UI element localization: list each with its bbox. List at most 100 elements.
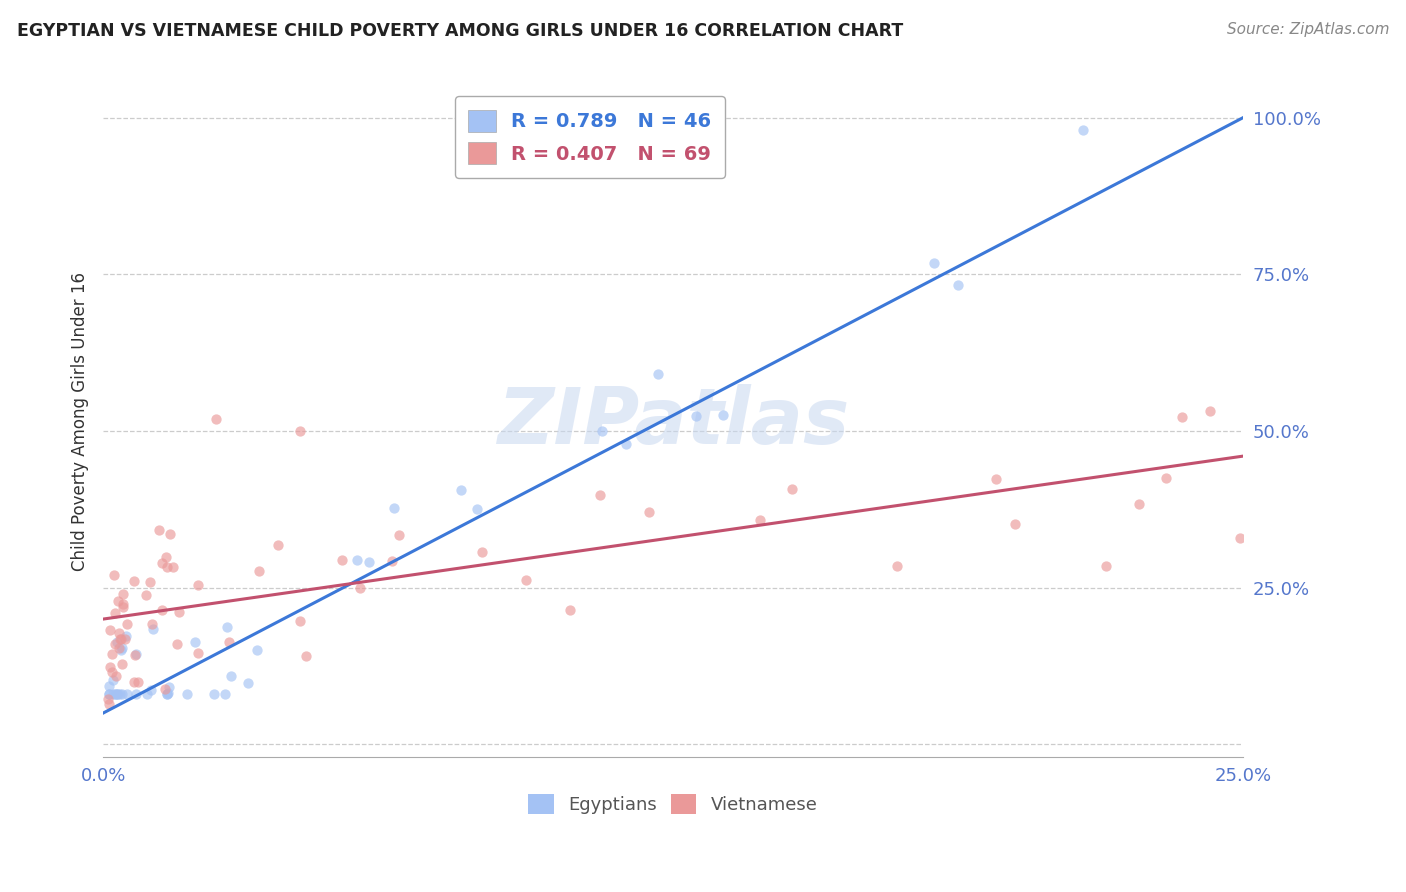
Point: [98, 623, 121, 637]
Point: [780, 482, 803, 496]
Point: [202, 687, 225, 701]
Point: [156, 560, 179, 574]
Point: [187, 646, 209, 660]
Point: [290, 424, 312, 438]
Point: [111, 600, 134, 615]
Point: [139, 682, 162, 697]
Point: [176, 687, 198, 701]
Point: [124, 647, 146, 661]
Point: [101, 673, 124, 687]
Point: [685, 409, 707, 424]
Point: [246, 643, 269, 657]
Point: [591, 424, 613, 438]
Point: [110, 642, 132, 657]
Point: [1229, 531, 1251, 545]
Point: [156, 687, 179, 701]
Point: [114, 632, 136, 647]
Point: [111, 597, 134, 611]
Point: [637, 505, 659, 519]
Point: [117, 617, 139, 632]
Point: [218, 635, 240, 649]
Point: [922, 256, 945, 270]
Y-axis label: Child Poverty Among Girls Under 16: Child Poverty Among Girls Under 16: [72, 272, 89, 571]
Point: [98, 680, 121, 694]
Point: [184, 635, 207, 649]
Point: [167, 605, 190, 619]
Point: [108, 632, 131, 647]
Point: [205, 411, 228, 425]
Point: [98, 687, 121, 701]
Point: [157, 681, 180, 695]
Point: [97, 697, 120, 711]
Point: [100, 647, 122, 661]
Point: [105, 687, 128, 701]
Point: [1198, 404, 1220, 418]
Point: [450, 483, 472, 498]
Point: [187, 577, 209, 591]
Point: [157, 686, 180, 700]
Point: [346, 552, 368, 566]
Point: [127, 675, 149, 690]
Point: [217, 619, 239, 633]
Point: [111, 687, 134, 701]
Point: [1073, 123, 1095, 137]
Point: [214, 687, 236, 701]
Text: ZIPatlas: ZIPatlas: [496, 384, 849, 459]
Point: [1004, 517, 1026, 532]
Point: [711, 408, 734, 422]
Point: [150, 603, 173, 617]
Legend: Egyptians, Vietnamese: Egyptians, Vietnamese: [522, 787, 825, 822]
Point: [105, 669, 128, 683]
Point: [107, 593, 129, 607]
Point: [101, 665, 124, 680]
Point: [1095, 558, 1118, 573]
Point: [104, 687, 127, 701]
Text: Source: ZipAtlas.com: Source: ZipAtlas.com: [1226, 22, 1389, 37]
Point: [124, 648, 146, 663]
Point: [148, 523, 170, 537]
Point: [388, 527, 411, 541]
Point: [330, 553, 353, 567]
Point: [107, 687, 129, 701]
Point: [295, 648, 318, 663]
Point: [111, 587, 134, 601]
Point: [110, 632, 132, 647]
Point: [1154, 471, 1177, 485]
Point: [749, 513, 772, 527]
Point: [97, 691, 120, 706]
Point: [166, 637, 188, 651]
Point: [614, 437, 637, 451]
Point: [589, 487, 612, 501]
Point: [141, 617, 163, 632]
Point: [162, 560, 184, 574]
Point: [114, 629, 136, 643]
Point: [150, 556, 173, 570]
Point: [115, 687, 138, 701]
Point: [266, 538, 288, 552]
Point: [465, 502, 488, 516]
Point: [105, 635, 128, 649]
Point: [471, 544, 494, 558]
Point: [98, 660, 121, 674]
Point: [382, 501, 405, 516]
Point: [236, 676, 259, 690]
Point: [357, 555, 380, 569]
Point: [122, 574, 145, 589]
Point: [103, 568, 125, 582]
Point: [122, 675, 145, 690]
Point: [159, 527, 181, 541]
Point: [1128, 497, 1150, 511]
Point: [290, 615, 312, 629]
Point: [349, 581, 371, 595]
Point: [247, 564, 270, 578]
Point: [560, 603, 582, 617]
Point: [101, 687, 124, 701]
Point: [104, 637, 127, 651]
Point: [107, 640, 129, 655]
Point: [515, 573, 537, 587]
Point: [647, 367, 669, 381]
Point: [381, 554, 404, 568]
Point: [104, 607, 127, 621]
Point: [107, 625, 129, 640]
Point: [153, 681, 176, 696]
